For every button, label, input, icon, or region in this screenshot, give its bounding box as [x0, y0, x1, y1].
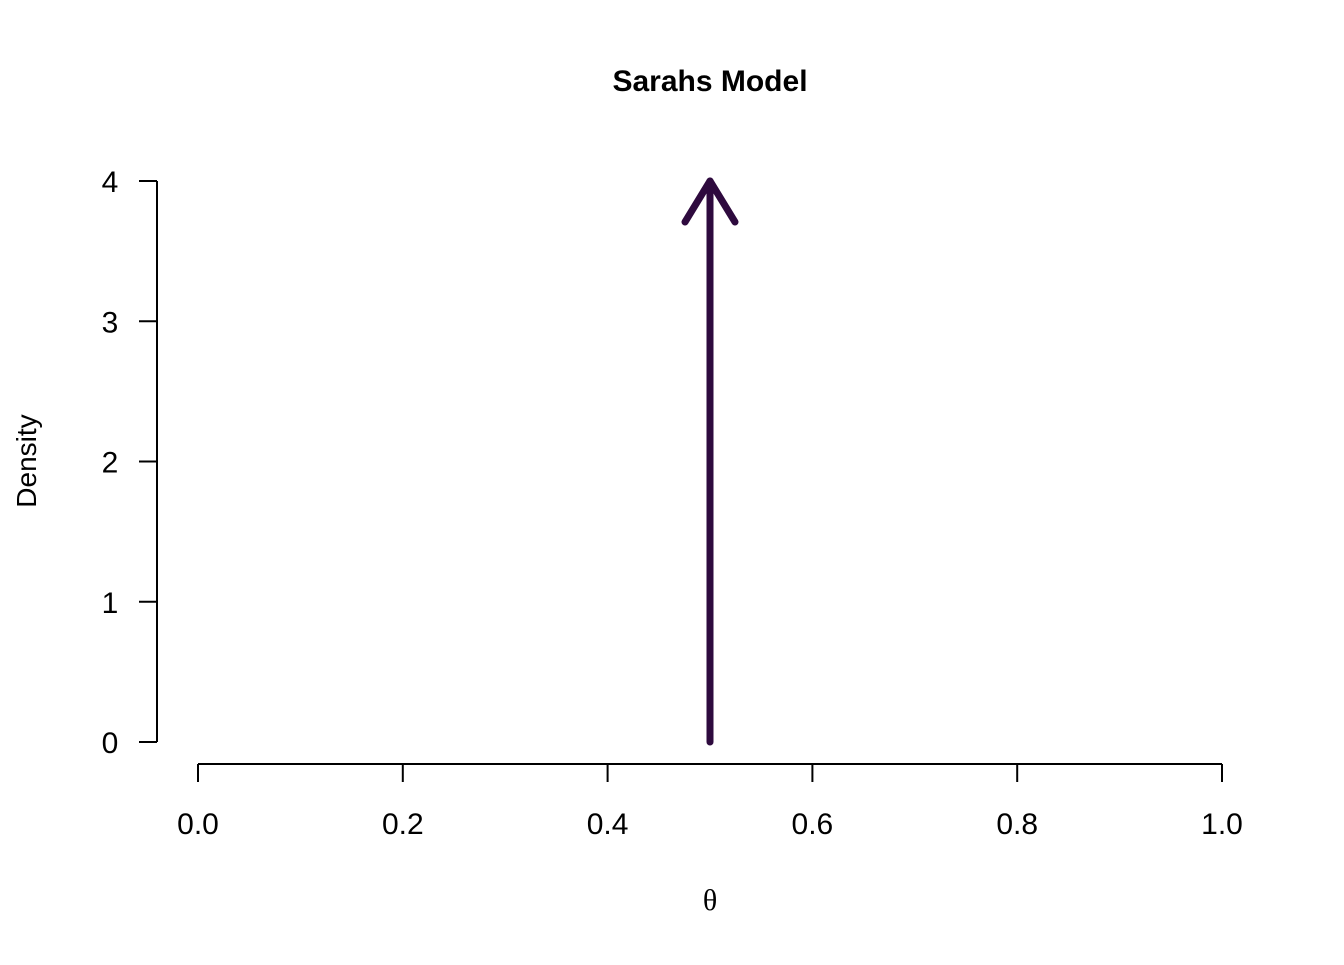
y-tick-label: 0	[102, 727, 119, 760]
y-tick-label: 3	[102, 306, 119, 339]
plot-series	[681, 177, 739, 746]
x-axis-label: θ	[703, 884, 717, 917]
x-tick-label: 0.8	[996, 808, 1038, 841]
y-axis: 0 1 2 3 4	[102, 166, 158, 760]
x-tick-label: 0.4	[587, 808, 629, 841]
x-tick-label: 0.2	[382, 808, 424, 841]
x-tick-label: 1.0	[1201, 808, 1243, 841]
y-axis-label: Density	[11, 414, 42, 507]
y-tick-label: 1	[102, 587, 119, 620]
y-tick-label: 2	[102, 447, 119, 480]
x-axis: 0.0 0.2 0.4 0.6 0.8 1.0	[177, 763, 1243, 841]
y-tick-label: 4	[102, 166, 119, 199]
density-spike-arrowhead	[681, 177, 739, 226]
chart-title: Sarahs Model	[612, 65, 807, 98]
x-tick-label: 0.6	[792, 808, 834, 841]
x-tick-label: 0.0	[177, 808, 219, 841]
